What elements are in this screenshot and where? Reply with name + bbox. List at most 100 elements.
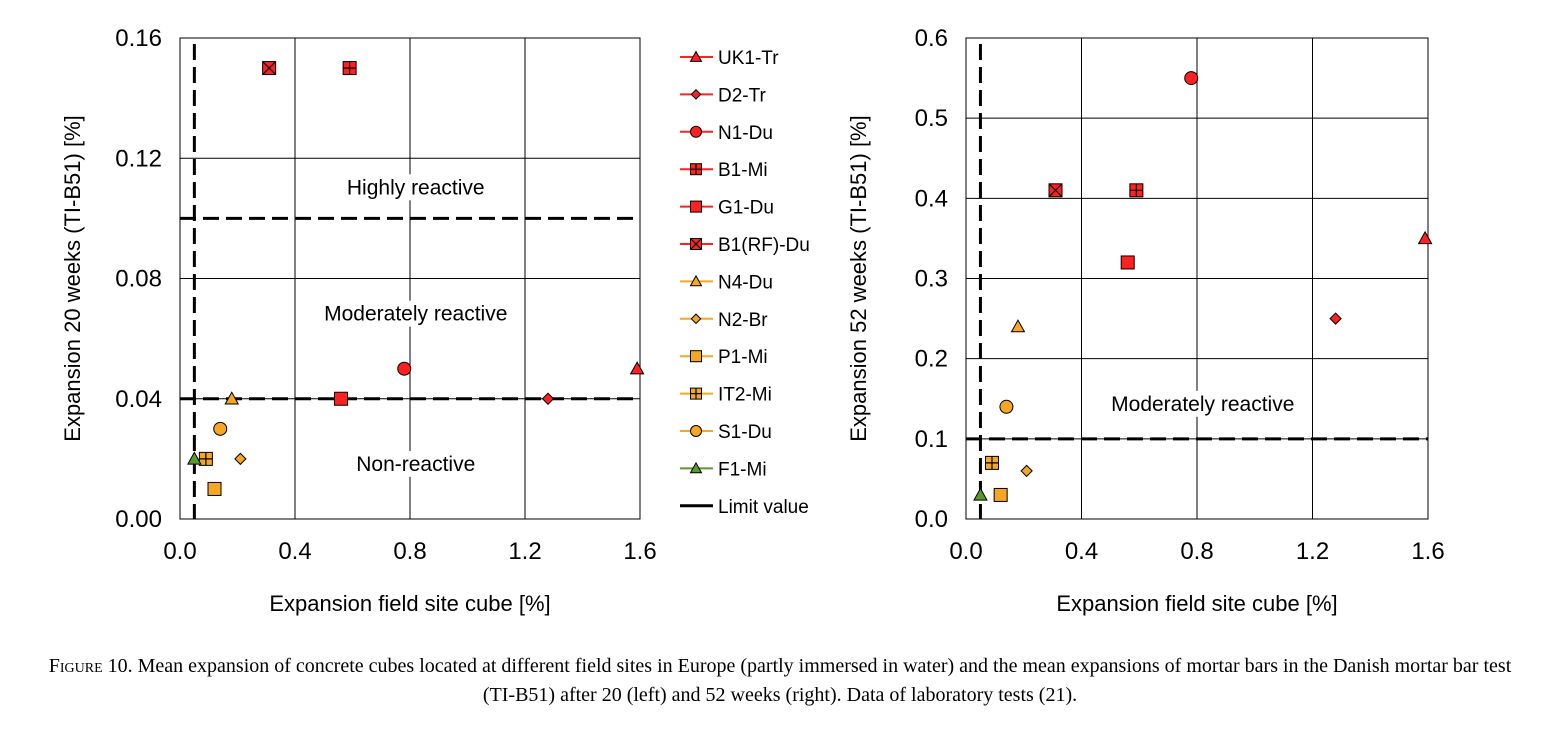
left-chart-region-label-highly-reactive: Highly reactive <box>347 176 485 199</box>
right-chart-point-b1-mi-plus <box>1129 183 1143 197</box>
right-chart-point-s1-du <box>999 399 1014 414</box>
chart-left-20-weeks: 0.0 0.4 0.8 1.2 1.6 0.00 0.04 0.08 0.12 0.16 Highl… <box>60 25 657 616</box>
right-chart-point-n4-du <box>1010 319 1026 333</box>
legend-marker-n4-du-shape <box>689 274 703 287</box>
right-chart-point-p1-mi-shape <box>993 487 1008 502</box>
legend-marker-n4-du <box>689 274 703 287</box>
right-chart-point-uk1-tr-shape <box>1417 230 1433 245</box>
left-chart-point-it2-mi <box>198 451 213 466</box>
left-chart-y-tick-label: 0.16 <box>115 25 162 52</box>
legend-marker-s1-du-shape <box>690 425 702 437</box>
right-chart-point-n2-br <box>1020 464 1033 478</box>
right-chart-point-it2-mi-plus <box>985 456 999 470</box>
right-chart-point-g1-du <box>1120 255 1135 270</box>
legend-marker-b1-mi <box>690 163 702 176</box>
left-chart-point-uk1-tr-shape <box>629 361 645 375</box>
right-chart-point-n1-du-shape <box>1184 71 1199 86</box>
right-chart-point-b1-rf-du-x <box>1048 183 1063 198</box>
right-chart-x-tick-label: 0.4 <box>1065 538 1098 565</box>
left-chart-point-b1-mi <box>342 61 357 76</box>
legend-marker-p1-mi-shape <box>690 350 702 363</box>
left-chart-point-s1-du-shape <box>213 421 228 436</box>
left-chart-point-g1-du-shape <box>334 391 348 406</box>
legend-label-uk1-tr: UK1-Tr <box>718 48 779 69</box>
legend-marker-f1-mi-shape <box>689 461 703 474</box>
left-chart-point-d2-tr <box>541 392 555 405</box>
figure-caption: Figure 10. Mean expansion of concrete cu… <box>40 652 1520 710</box>
figure-caption-label: Figure 10. <box>48 655 133 677</box>
left-chart-point-it2-mi-plus <box>199 452 213 466</box>
left-chart-point-n4-du <box>224 391 240 405</box>
legend-label-g1-du: G1-Du <box>718 198 774 219</box>
right-chart-point-b1-rf-du <box>1048 183 1063 198</box>
right-chart-point-g1-du-shape <box>1120 255 1135 270</box>
left-chart-point-n1-du <box>397 361 412 376</box>
legend-marker-g1-du-shape <box>690 200 702 213</box>
legend-marker-b1-rf-du-x <box>690 238 702 250</box>
left-chart-y-tick-label: 0.00 <box>115 506 162 533</box>
left-chart-point-g1-du <box>334 391 348 406</box>
legend-marker-p1-mi <box>690 350 702 363</box>
right-chart-y-tick-label: 0.4 <box>915 185 948 212</box>
left-chart-point-f1-mi <box>187 451 202 465</box>
legend-marker-s1-du <box>690 425 702 437</box>
legend-marker-b1-mi-plus <box>690 163 702 175</box>
legend-label-n1-du: N1-Du <box>718 123 773 144</box>
right-chart-point-f1-mi-shape <box>973 487 988 501</box>
left-chart-point-n1-du-shape <box>397 361 412 376</box>
right-chart-point-n4-du-shape <box>1010 319 1026 333</box>
legend-label-limit-value: Limit value <box>718 497 809 518</box>
legend-marker-d2-tr <box>690 89 702 100</box>
right-chart-y-tick-label: 0.5 <box>915 105 948 132</box>
right-chart-x-tick-label: 1.2 <box>1296 538 1329 565</box>
legend-marker-uk1-tr-shape <box>689 50 703 62</box>
legend-marker-d2-tr-shape <box>690 89 702 100</box>
legend: UK1-Tr D2-Tr N1-Du B1-Mi G1-Du B1(RF)-Du N4-Du… <box>680 48 810 518</box>
left-chart-point-b1-rf-du <box>262 61 277 76</box>
left-chart-point-p1-mi <box>207 481 222 496</box>
legend-label-s1-du: S1-Du <box>718 422 772 443</box>
left-chart-point-s1-du <box>213 421 228 436</box>
right-chart-point-n2-br-shape <box>1020 464 1033 478</box>
right-chart-y-axis-label: Expansion 52 weeks (TI-B51) [%] <box>846 115 871 441</box>
legend-marker-b1-rf-du <box>690 238 702 250</box>
legend-marker-n1-du-shape <box>690 125 702 138</box>
left-chart-point-n2-br <box>234 452 247 466</box>
right-chart-point-d2-tr <box>1329 312 1342 325</box>
right-chart-point-p1-mi <box>993 487 1008 502</box>
legend-marker-uk1-tr <box>689 50 703 62</box>
right-chart-x-axis-label: Expansion field site cube [%] <box>1056 591 1337 616</box>
right-chart-x-tick-label: 0.0 <box>949 538 982 565</box>
chart-right-52-weeks: 0.0 0.4 0.8 1.2 1.6 0.0 0.1 0.2 0.3 0.4 0.5 0.6 Mode… <box>846 25 1445 616</box>
right-chart-point-f1-mi <box>973 487 988 501</box>
left-chart-x-tick-label: 0.8 <box>393 538 426 565</box>
left-chart-region-label-bg <box>308 300 524 327</box>
legend-marker-f1-mi <box>689 461 703 474</box>
left-chart-x-tick-label: 0.4 <box>278 538 311 565</box>
left-chart-point-f1-mi-shape <box>187 451 202 465</box>
right-chart-x-tick-label: 1.6 <box>1411 538 1444 565</box>
right-chart-point-s1-du-shape <box>999 399 1014 414</box>
legend-marker-it2-mi <box>690 387 702 400</box>
legend-label-it2-mi: IT2-Mi <box>718 385 772 406</box>
left-chart-x-tick-label: 1.2 <box>508 538 541 565</box>
right-chart-y-tick-label: 0.3 <box>915 266 948 293</box>
right-chart-point-uk1-tr <box>1417 230 1433 245</box>
left-chart-point-b1-mi-plus <box>343 61 357 75</box>
legend-label-f1-mi: F1-Mi <box>718 459 767 480</box>
left-chart-point-b1-rf-du-x <box>262 61 277 75</box>
left-chart-plot-frame <box>179 37 641 520</box>
left-chart-point-n4-du-shape <box>224 391 240 405</box>
legend-marker-g1-du <box>690 200 702 213</box>
right-chart-y-tick-label: 0.6 <box>915 25 948 52</box>
left-chart-y-tick-label: 0.08 <box>115 266 162 293</box>
left-chart-point-d2-tr-shape <box>541 392 555 405</box>
legend-marker-n2-br-shape <box>690 313 702 325</box>
right-chart-point-it2-mi <box>984 455 999 470</box>
legend-label-n2-br: N2-Br <box>718 310 768 331</box>
left-chart-region-label-moderately-reactive: Moderately reactive <box>324 303 507 326</box>
left-chart-x-tick-label: 0.0 <box>163 538 196 565</box>
left-chart-x-tick-label: 1.6 <box>623 538 656 565</box>
left-chart-region-label-bg <box>329 174 503 201</box>
